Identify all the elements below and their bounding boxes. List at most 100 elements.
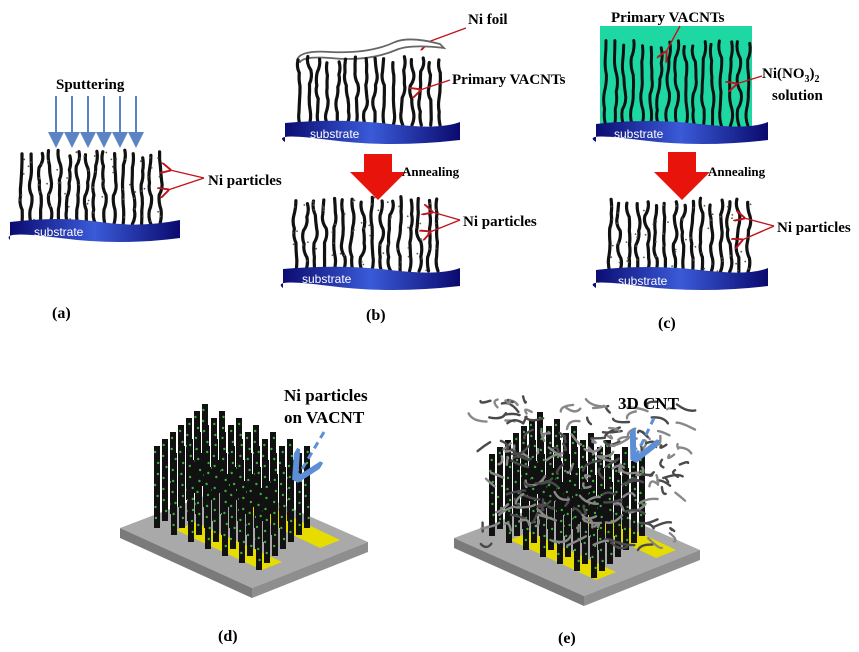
- ni-particle: [242, 540, 246, 544]
- cnt-tube: [46, 149, 54, 226]
- ni-particle: [564, 534, 568, 538]
- ni-particle: [532, 509, 535, 513]
- ni-particle: [265, 485, 268, 489]
- ni-particle: [607, 465, 611, 469]
- ni-particle: [242, 485, 245, 489]
- substrate-c-top: [592, 121, 768, 144]
- ni-particle: [27, 165, 30, 168]
- ni-particle: [419, 222, 422, 225]
- pointer-ni-foil: [428, 27, 467, 42]
- ni-particle: [289, 519, 293, 523]
- cnt-pillar: [280, 467, 286, 549]
- ni-particle: [515, 458, 519, 462]
- panel-label-a: (a): [52, 305, 71, 322]
- cnt-tube: [320, 198, 329, 273]
- ni-particle: [274, 468, 277, 472]
- cnt-tube: [396, 195, 403, 273]
- plate-d-side: [252, 542, 368, 598]
- ni-particle: [238, 464, 241, 468]
- cnt-tube: [682, 45, 689, 128]
- cnt-branch: [566, 464, 574, 474]
- ni-particle: [304, 494, 307, 498]
- ni-particle: [253, 440, 256, 444]
- ni-particle: [610, 256, 613, 259]
- ni-particle: [240, 551, 243, 555]
- ni-particle: [255, 482, 258, 486]
- pointer-b-2: [430, 219, 461, 232]
- ni-particle: [273, 478, 276, 482]
- ni-particle: [255, 525, 259, 529]
- ni-particle: [749, 203, 752, 206]
- ni-particle: [233, 526, 236, 530]
- cnt-branch: [590, 436, 607, 440]
- cnt-branch: [604, 514, 624, 524]
- ni-particle: [224, 489, 227, 493]
- cnt-tube: [717, 39, 724, 128]
- ni-particle: [296, 468, 300, 472]
- ni-particle: [272, 436, 276, 440]
- ni-particle: [171, 490, 174, 494]
- substrate-b-top: [282, 120, 460, 144]
- cnt-tube: [414, 196, 424, 273]
- ni-particle: [273, 533, 277, 537]
- cnt-branch: [608, 426, 621, 433]
- cnt-tube: [18, 152, 24, 226]
- ni-particle: [625, 241, 628, 244]
- cnt-branch: [655, 434, 662, 446]
- ni-particle: [86, 202, 89, 205]
- ni-particle: [162, 443, 165, 447]
- cnt-tube: [56, 148, 63, 226]
- cnt-pillar: [171, 453, 177, 535]
- ni-particle: [655, 220, 658, 223]
- cnt-pillar: [599, 489, 605, 571]
- pointer-primary-c: [666, 25, 681, 52]
- ni-particle: [623, 462, 626, 466]
- cnt-tube: [698, 196, 705, 274]
- ni-particle: [153, 483, 157, 487]
- ni-particle: [202, 429, 206, 433]
- ni-particle: [263, 540, 267, 544]
- cnt-tube: [291, 199, 299, 273]
- ni-particle: [221, 426, 225, 430]
- ni-particle: [369, 234, 372, 237]
- ni-particle: [157, 461, 160, 465]
- ni-particle: [180, 472, 183, 476]
- cnt-branch: [498, 505, 516, 517]
- ni-particle: [230, 429, 233, 433]
- ni-particle: [377, 209, 380, 212]
- cnt-tube: [369, 195, 375, 273]
- ni-particle: [197, 523, 200, 527]
- cnt-tube: [408, 58, 416, 127]
- ni-particle: [360, 222, 363, 224]
- cnt-branch: [659, 458, 665, 469]
- ni-particle: [584, 530, 588, 534]
- ni-particle: [248, 447, 251, 451]
- ni-particle: [206, 440, 209, 444]
- ni-particle: [165, 465, 168, 469]
- ni-particle: [610, 205, 613, 208]
- ni-particle: [591, 458, 595, 462]
- ni-particle: [207, 537, 210, 541]
- cnt-branch: [565, 419, 581, 431]
- ni-particle: [179, 505, 182, 509]
- ni-particle: [22, 173, 25, 175]
- ni-particle: [263, 443, 266, 447]
- ni-particle: [643, 209, 645, 212]
- ni-particle: [215, 475, 218, 479]
- ni-particle: [287, 464, 291, 468]
- ni-particle: [147, 176, 149, 178]
- ni-particle: [174, 501, 177, 505]
- ni-particle: [557, 552, 560, 556]
- ni-particle: [694, 245, 697, 248]
- ni-particle: [564, 458, 567, 462]
- ni-particle: [205, 504, 209, 508]
- 3d-cnt-label: 3D CNT: [618, 394, 680, 413]
- cnt-branch: [524, 408, 533, 415]
- cnt-branch: [518, 491, 541, 501]
- ni-particle: [222, 457, 225, 461]
- ni-particle: [257, 503, 260, 507]
- pointer-primary-b: [420, 79, 451, 90]
- ni-particle: [207, 471, 210, 475]
- pointer-e: [636, 417, 654, 456]
- ni-particle: [48, 194, 50, 196]
